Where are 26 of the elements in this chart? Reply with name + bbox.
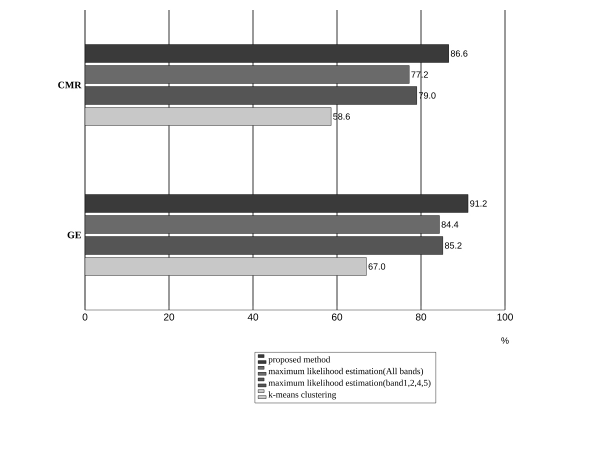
bar [85,257,367,276]
x-tick-label: 60 [332,314,342,321]
y-tick-label: CMR [58,82,82,88]
x-tick-label: 40 [248,314,258,321]
data-label: 86.6 [450,50,468,57]
bar [85,215,440,234]
legend-label: maximum likelihood estimation(All bands) [268,368,424,376]
x-tick-label: 20 [164,314,174,321]
x-tick-label: 0 [82,314,88,321]
x-axis-title: % [501,337,509,344]
bar [85,65,410,84]
x-tick-label: 80 [416,314,426,321]
legend-label: k-means clustering [268,391,336,400]
y-tick-label: GE [68,232,81,238]
legend-label: proposed method [268,356,330,364]
bar [85,194,468,213]
bar [85,107,332,126]
data-label: 67.0 [368,263,386,270]
bar [85,236,444,255]
data-label: 85.2 [444,242,462,249]
data-label: 84.4 [442,221,458,228]
bar [85,86,418,105]
x-tick-label: 100 [497,314,513,321]
bar [85,44,449,63]
data-label: 91.2 [470,200,487,207]
legend-label: maximum likelihood estimation(band1,2,4,5) [268,380,431,388]
